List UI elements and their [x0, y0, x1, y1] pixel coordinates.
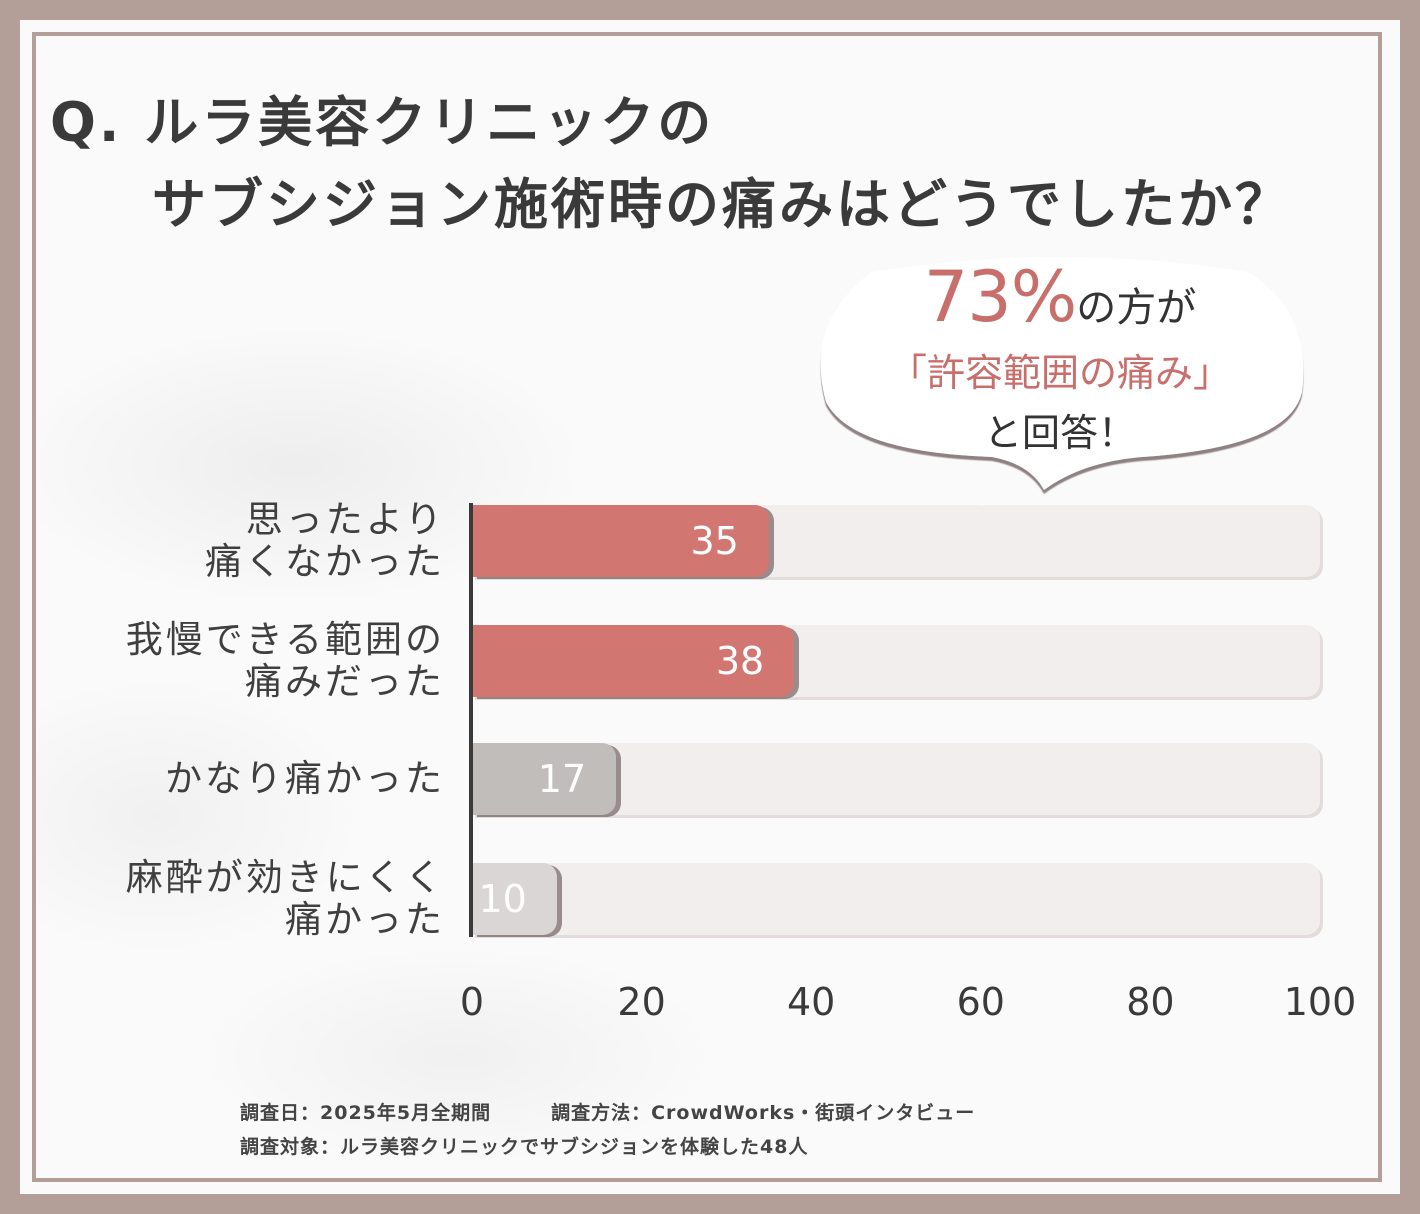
category-label-line: 麻酔が効きにくく [125, 856, 445, 899]
category-label-line: 痛かった [285, 898, 445, 941]
callout-quote: 「許容範囲の痛み」 [888, 351, 1231, 395]
callout-percent: 73% [923, 256, 1078, 338]
bar-track [472, 863, 1320, 935]
category-label: 麻酔が効きにくく 痛かった [126, 857, 445, 941]
category-label: 思ったより 痛くなかった [205, 499, 445, 583]
speech-bubble-shape [820, 257, 1304, 490]
category-label-line: 思ったより [245, 498, 445, 541]
category-label-line: 我慢できる範囲の [125, 618, 445, 661]
x-tick-label: 40 [787, 980, 836, 1024]
category-label-line: かなり痛かった [165, 757, 445, 800]
inner-frame [32, 32, 1382, 1182]
callout-line-1: 73%の方が [812, 256, 1308, 338]
category-label-line: 痛みだった [245, 660, 445, 703]
category-label: かなり痛かった [165, 758, 445, 800]
survey-note-2: 調査対象：ルラ美容クリニックでサブシジョンを体験した48人 [240, 1136, 809, 1158]
x-tick-label: 0 [459, 980, 485, 1024]
category-label: 我慢できる範囲の 痛みだった [126, 619, 445, 703]
category-label-line: 痛くなかった [205, 540, 445, 583]
x-tick-label: 20 [617, 980, 666, 1024]
title-line-1: Q. ルラ美容クリニックの [50, 91, 715, 154]
x-tick-label: 100 [1283, 980, 1357, 1024]
speech-bubble [820, 257, 1304, 490]
bar-value-label: 35 [690, 519, 739, 563]
callout-percent-suffix: の方が [1076, 285, 1197, 331]
y-axis-line [469, 503, 473, 937]
bar-value-label: 17 [537, 757, 587, 801]
bar [472, 625, 795, 697]
bar-value-label: 38 [715, 639, 765, 683]
survey-note-1: 調査日：2025年5月全期間 調査方法：CrowdWorks・街頭インタビュー [240, 1102, 976, 1124]
callout-ending: と回答！ [983, 411, 1136, 455]
bar [472, 863, 557, 935]
bar [472, 743, 617, 815]
title-line-2: サブシジョン施術時の痛みはどうでしたか？ [152, 173, 1292, 236]
bar-value-label: 10 [478, 877, 527, 921]
x-tick-label: 80 [1126, 980, 1175, 1024]
x-tick-label: 60 [956, 980, 1005, 1024]
bar [472, 505, 769, 577]
